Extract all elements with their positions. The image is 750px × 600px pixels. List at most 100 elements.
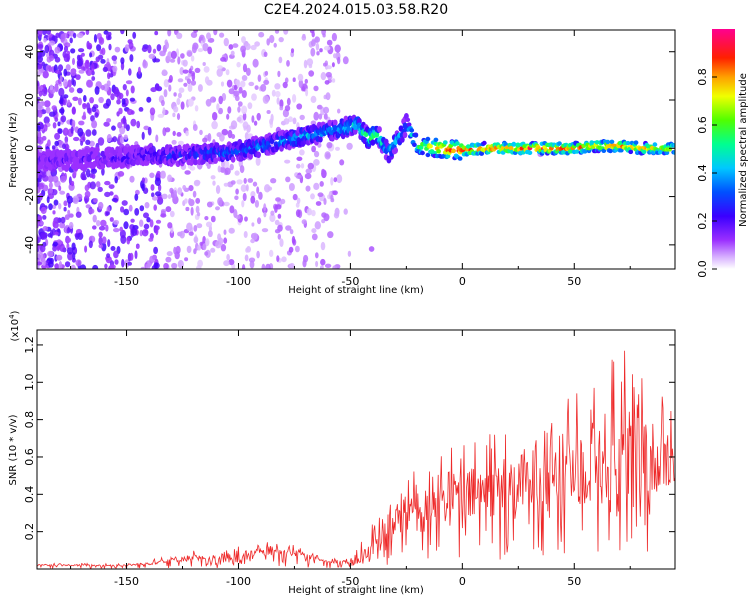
noise-speckle bbox=[244, 216, 248, 222]
noise-speckle bbox=[105, 98, 111, 107]
ridge-mark bbox=[370, 139, 376, 146]
noise-speckle bbox=[37, 71, 42, 76]
noise-speckle bbox=[146, 96, 152, 103]
noise-speckle bbox=[42, 30, 47, 36]
noise-speckle bbox=[130, 85, 135, 94]
noise-speckle bbox=[37, 261, 43, 266]
noise-speckle bbox=[113, 219, 120, 225]
noise-speckle bbox=[231, 134, 236, 139]
noise-speckle bbox=[73, 169, 77, 177]
noise-speckle bbox=[148, 53, 156, 60]
noise-speckle bbox=[260, 84, 267, 92]
noise-speckle bbox=[88, 240, 93, 249]
noise-speckle bbox=[315, 42, 320, 51]
noise-speckle bbox=[325, 92, 331, 101]
ridge-mark bbox=[652, 142, 658, 147]
noise-speckle bbox=[284, 77, 289, 84]
noise-speckle bbox=[59, 75, 63, 82]
noise-speckle bbox=[311, 145, 316, 153]
noise-speckle bbox=[318, 113, 323, 120]
y-tick-label: 1.2 bbox=[23, 336, 36, 354]
noise-speckle bbox=[313, 111, 320, 121]
noise-speckle bbox=[267, 186, 273, 191]
ridge-mark bbox=[436, 149, 441, 154]
ridge-mark bbox=[87, 155, 92, 163]
noise-speckle bbox=[111, 197, 119, 202]
ridge-mark bbox=[445, 154, 451, 159]
noise-speckle bbox=[223, 182, 229, 187]
noise-speckle bbox=[261, 228, 269, 233]
noise-speckle bbox=[166, 251, 173, 257]
noise-speckle bbox=[223, 37, 229, 47]
noise-speckle bbox=[41, 61, 45, 67]
noise-speckle bbox=[288, 183, 295, 191]
noise-speckle bbox=[43, 116, 50, 125]
noise-speckle bbox=[204, 251, 209, 256]
noise-speckle bbox=[284, 105, 291, 112]
noise-speckle bbox=[347, 250, 352, 257]
noise-speckle bbox=[242, 63, 248, 73]
noise-speckle bbox=[54, 56, 61, 63]
ridge-mark bbox=[420, 150, 425, 156]
noise-speckle bbox=[167, 174, 173, 183]
noise-speckle bbox=[296, 163, 301, 169]
noise-speckle bbox=[275, 90, 281, 98]
noise-speckle bbox=[175, 245, 181, 255]
noise-speckle bbox=[70, 68, 77, 77]
noise-speckle bbox=[186, 222, 193, 232]
noise-speckle bbox=[197, 259, 204, 268]
noise-speckle bbox=[167, 30, 172, 37]
noise-speckle bbox=[315, 260, 319, 268]
noise-speckle bbox=[307, 162, 314, 170]
noise-speckle bbox=[185, 206, 190, 212]
noise-speckle bbox=[204, 216, 209, 221]
noise-speckle bbox=[182, 59, 188, 67]
noise-speckle bbox=[188, 68, 192, 75]
noise-speckle bbox=[176, 132, 182, 137]
noise-speckle bbox=[311, 31, 315, 38]
noise-speckle bbox=[274, 30, 280, 34]
noise-speckle bbox=[301, 35, 307, 41]
noise-speckle bbox=[264, 70, 269, 76]
noise-speckle bbox=[60, 216, 66, 224]
noise-speckle bbox=[169, 187, 174, 194]
noise-speckle bbox=[107, 239, 111, 248]
noise-speckle bbox=[202, 37, 206, 44]
y-tick-label: 40 bbox=[23, 45, 36, 59]
noise-speckle bbox=[244, 43, 251, 51]
noise-speckle bbox=[303, 59, 308, 69]
noise-speckle bbox=[159, 50, 166, 57]
noise-speckle bbox=[75, 233, 79, 240]
noise-speckle bbox=[320, 258, 326, 266]
noise-speckle bbox=[155, 226, 159, 236]
ridge-mark bbox=[633, 140, 639, 145]
noise-speckle bbox=[313, 182, 320, 190]
noise-speckle bbox=[72, 32, 77, 39]
noise-speckle bbox=[251, 115, 255, 123]
noise-speckle bbox=[223, 237, 228, 244]
noise-speckle bbox=[244, 254, 249, 262]
spectrogram-noise bbox=[37, 30, 544, 269]
noise-speckle bbox=[108, 43, 112, 51]
noise-speckle bbox=[162, 107, 166, 116]
noise-speckle bbox=[94, 86, 100, 95]
noise-speckle bbox=[295, 245, 300, 253]
noise-speckle bbox=[91, 76, 96, 81]
noise-speckle bbox=[113, 60, 117, 65]
noise-speckle bbox=[252, 232, 258, 240]
noise-speckle bbox=[193, 180, 200, 187]
noise-speckle bbox=[325, 71, 332, 78]
noise-speckle bbox=[103, 121, 110, 127]
noise-speckle bbox=[217, 197, 223, 206]
noise-speckle bbox=[339, 159, 345, 166]
ridge-mark bbox=[131, 159, 137, 167]
noise-speckle bbox=[89, 97, 94, 104]
noise-speckle bbox=[223, 201, 230, 207]
noise-speckle bbox=[155, 191, 162, 197]
noise-speckle bbox=[248, 257, 256, 263]
noise-speckle bbox=[153, 246, 159, 255]
noise-speckle bbox=[169, 58, 176, 63]
noise-speckle bbox=[165, 206, 172, 213]
ridge-mark bbox=[409, 128, 415, 133]
snr-y-label: SNR (10 * v/v) bbox=[8, 414, 19, 485]
